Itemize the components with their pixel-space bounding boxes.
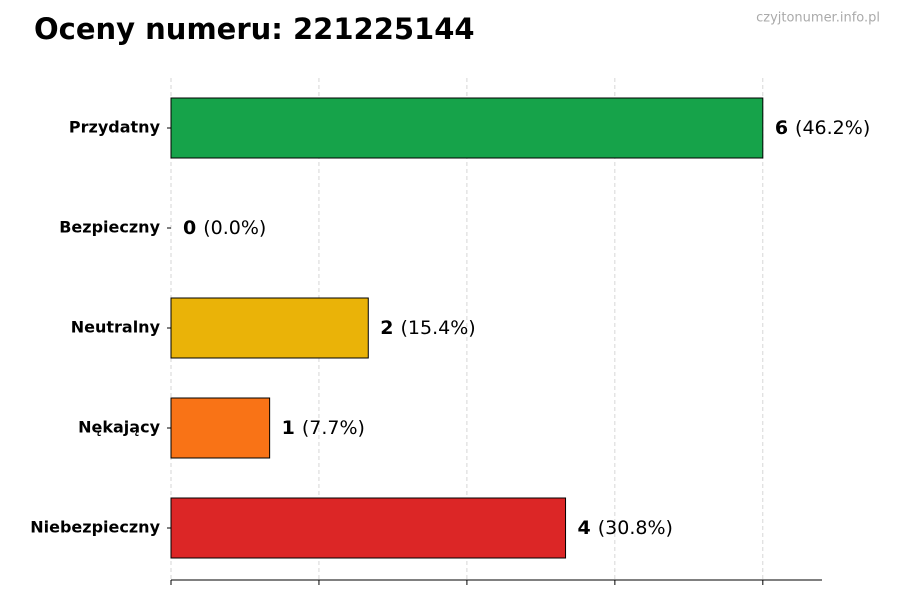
y-tick-label: Bezpieczny [59, 218, 160, 237]
value-label: 0 (0.0%) [183, 217, 266, 239]
value-share: (30.8%) [598, 517, 673, 539]
value-count: 2 [380, 317, 393, 339]
value-label: 1 (7.7%) [282, 417, 365, 439]
value-count: 4 [578, 517, 591, 539]
value-label: 4 (30.8%) [578, 517, 673, 539]
value-count: 6 [775, 117, 788, 139]
bar [170, 97, 764, 159]
y-tick-label: Niebezpieczny [30, 518, 160, 537]
bar [170, 397, 271, 459]
value-share: (46.2%) [795, 117, 870, 139]
watermark: czyjtonumer.info.pl [756, 11, 880, 26]
value-share: (0.0%) [203, 217, 266, 239]
y-tick-label: Neutralny [71, 318, 161, 337]
y-tick-label: Przydatny [69, 118, 161, 137]
value-label: 2 (15.4%) [380, 317, 475, 339]
value-count: 0 [183, 217, 196, 239]
value-count: 1 [282, 417, 295, 439]
value-label: 6 (46.2%) [775, 117, 870, 139]
value-share: (15.4%) [401, 317, 476, 339]
bar [170, 497, 567, 559]
value-share: (7.7%) [302, 417, 365, 439]
bar [170, 297, 369, 359]
chart-title: Oceny numeru: 221225144 [34, 12, 475, 46]
y-tick-label: Nękający [78, 418, 160, 437]
